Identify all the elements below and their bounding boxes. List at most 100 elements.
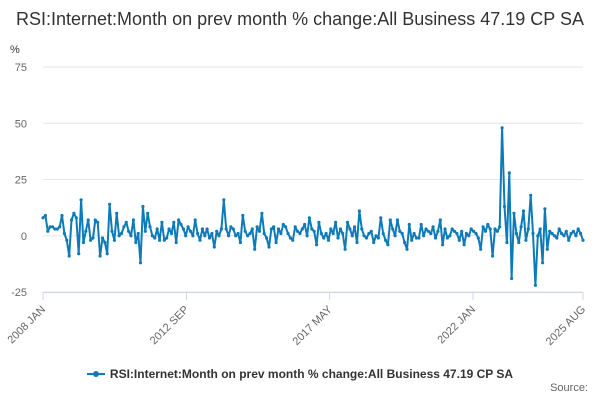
data-point [424,227,428,231]
data-point [198,238,202,242]
data-point [355,240,359,245]
data-point [119,231,124,236]
data-point [483,229,488,233]
data-point [555,236,559,240]
data-point [98,254,102,258]
data-point [241,213,245,218]
data-point [108,202,112,206]
data-point [410,238,414,242]
data-point [414,236,419,240]
data-point [253,247,257,251]
data-point [360,227,364,231]
data-point [148,225,152,229]
data-point [441,243,445,247]
data-point [362,234,366,238]
data-point [179,222,183,227]
data-point [260,211,264,215]
data-point [77,252,81,256]
data-point [274,240,278,245]
data-point [212,245,216,249]
data-point [48,225,52,229]
x-tick-label: 2025 AUG [544,304,588,348]
data-point [379,216,383,220]
data-point [250,227,254,231]
data-point [571,229,576,233]
data-point [524,238,528,242]
legend-line-marker-icon [86,371,105,377]
data-point [262,231,266,236]
data-point [89,238,93,242]
data-point [127,229,131,233]
data-point [234,234,238,238]
data-point [312,229,316,233]
data-point [96,220,100,224]
x-tick-label: 2008 JAN [5,304,48,347]
data-point [184,234,188,238]
data-point [467,234,471,238]
data-point [324,231,328,236]
data-point [581,238,585,242]
data-point [193,218,197,222]
data-point [348,227,352,231]
data-point [248,231,252,236]
data-point [46,229,50,233]
data-point [326,238,331,242]
data-point [481,225,485,229]
data-point [219,227,223,231]
data-point [167,227,171,231]
data-point [433,236,438,240]
data-point [431,225,435,229]
data-point [353,225,357,229]
data-point [436,229,440,233]
data-point [115,211,119,215]
data-point [548,229,552,233]
y-tick-label: 50 [15,118,27,130]
data-point [210,231,214,236]
data-point [186,225,190,229]
data-point [341,231,345,236]
source-link[interactable]: Source: [550,382,588,394]
data-point [143,229,147,233]
data-point [357,209,361,213]
legend: RSI:Internet:Month on prev month % chang… [0,364,600,381]
data-point [231,227,235,231]
data-point [136,231,140,236]
data-point [514,231,519,236]
legend-item-series-1[interactable]: RSI:Internet:Month on prev month % chang… [86,367,513,381]
data-point [526,227,530,231]
data-point [469,227,473,231]
data-point [386,243,390,247]
data-point [72,211,76,215]
data-point [493,227,497,231]
data-point [543,207,547,211]
data-point [445,236,449,240]
data-point [305,234,309,238]
data-point [517,240,521,245]
data-point [229,225,233,229]
data-point [322,236,326,240]
data-point [238,240,242,245]
data-point [512,211,516,215]
data-point [246,234,250,238]
data-point [91,236,95,240]
data-point [200,227,204,231]
data-point [502,204,507,209]
data-point [403,240,407,245]
data-point [329,227,333,231]
data-point [131,218,135,222]
data-point [124,220,128,224]
data-point [196,231,200,236]
data-point [138,261,143,265]
data-point [472,229,476,233]
data-point [391,227,395,231]
data-point [134,240,138,245]
data-point [455,231,459,236]
data-point [429,231,433,236]
data-point [400,231,404,236]
data-point [560,231,564,236]
data-point [100,236,105,240]
data-point [550,231,554,236]
data-point [574,234,578,238]
data-point [491,254,495,258]
data-point [295,229,300,233]
